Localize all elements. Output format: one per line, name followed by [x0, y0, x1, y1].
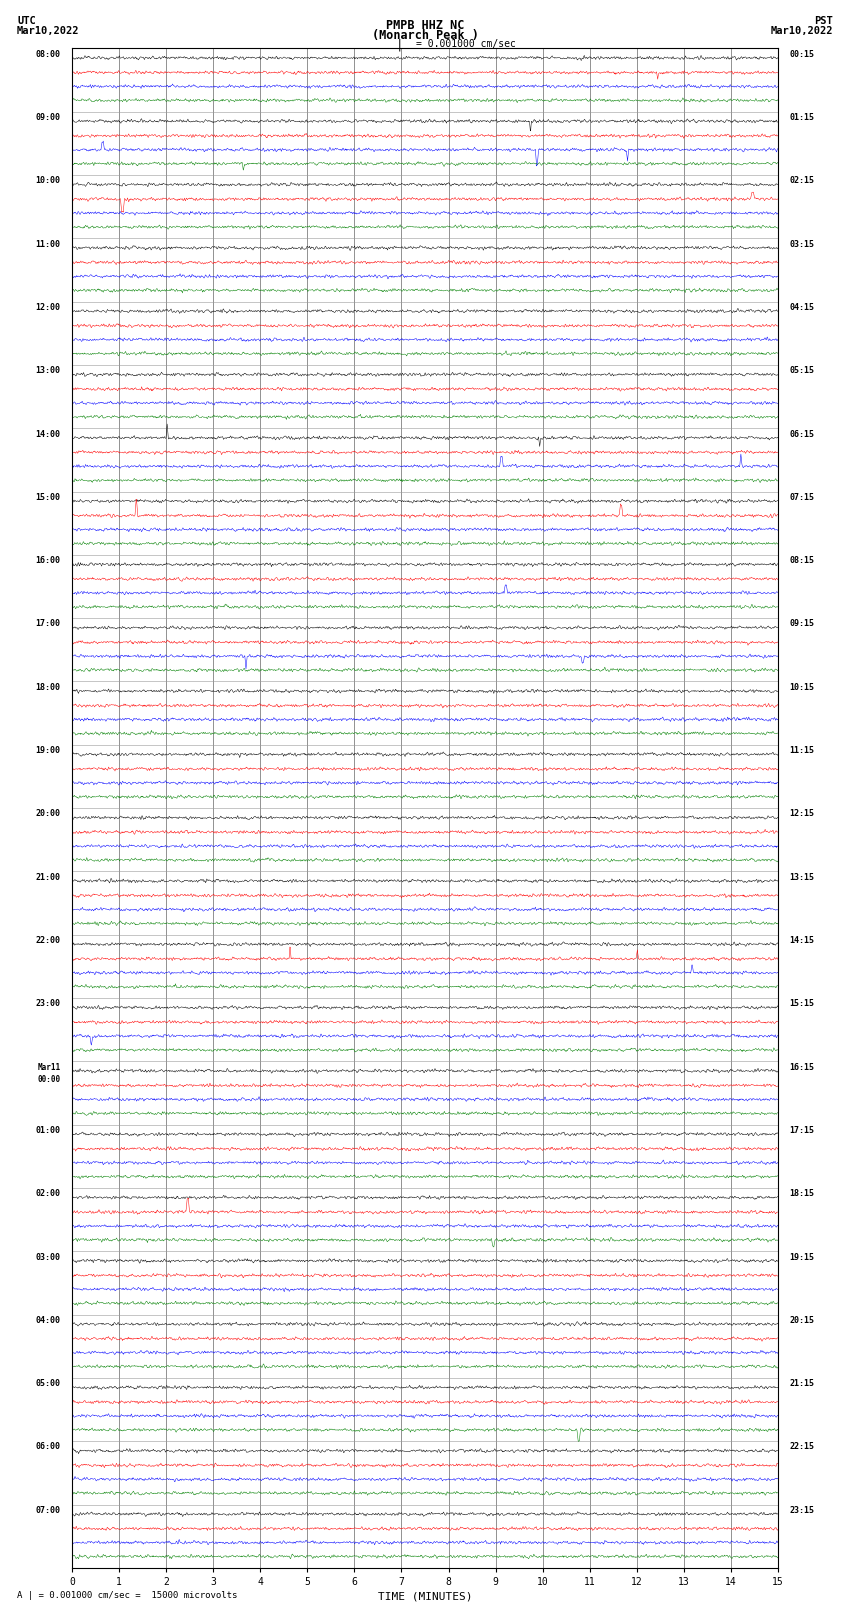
Text: 00:15: 00:15	[790, 50, 814, 58]
Text: 17:15: 17:15	[790, 1126, 814, 1136]
Text: = 0.001000 cm/sec: = 0.001000 cm/sec	[416, 39, 516, 48]
Text: 12:15: 12:15	[790, 810, 814, 818]
Text: 23:00: 23:00	[36, 1000, 60, 1008]
Text: 15:00: 15:00	[36, 494, 60, 502]
Text: 14:00: 14:00	[36, 429, 60, 439]
Text: 02:00: 02:00	[36, 1189, 60, 1198]
Text: 09:00: 09:00	[36, 113, 60, 123]
Text: 00:00: 00:00	[37, 1076, 60, 1084]
Text: 01:00: 01:00	[36, 1126, 60, 1136]
Text: 13:15: 13:15	[790, 873, 814, 882]
Text: A | = 0.001000 cm/sec =  15000 microvolts: A | = 0.001000 cm/sec = 15000 microvolts	[17, 1590, 237, 1600]
Text: 16:00: 16:00	[36, 556, 60, 565]
Text: 18:15: 18:15	[790, 1189, 814, 1198]
Text: 20:15: 20:15	[790, 1316, 814, 1324]
Text: Mar10,2022: Mar10,2022	[770, 26, 833, 35]
Text: 13:00: 13:00	[36, 366, 60, 376]
Text: 18:00: 18:00	[36, 682, 60, 692]
X-axis label: TIME (MINUTES): TIME (MINUTES)	[377, 1590, 473, 1602]
Text: 06:15: 06:15	[790, 429, 814, 439]
Text: 02:15: 02:15	[790, 176, 814, 185]
Text: 14:15: 14:15	[790, 936, 814, 945]
Text: UTC: UTC	[17, 16, 36, 26]
Text: 21:15: 21:15	[790, 1379, 814, 1389]
Text: 23:15: 23:15	[790, 1507, 814, 1515]
Text: 11:00: 11:00	[36, 240, 60, 248]
Text: 19:15: 19:15	[790, 1253, 814, 1261]
Text: 20:00: 20:00	[36, 810, 60, 818]
Text: 17:00: 17:00	[36, 619, 60, 629]
Text: 12:00: 12:00	[36, 303, 60, 311]
Text: 07:15: 07:15	[790, 494, 814, 502]
Text: 03:15: 03:15	[790, 240, 814, 248]
Text: |: |	[396, 39, 403, 52]
Text: 11:15: 11:15	[790, 747, 814, 755]
Text: 05:00: 05:00	[36, 1379, 60, 1389]
Text: Mar11: Mar11	[37, 1063, 60, 1071]
Text: 08:15: 08:15	[790, 556, 814, 565]
Text: 15:15: 15:15	[790, 1000, 814, 1008]
Text: 21:00: 21:00	[36, 873, 60, 882]
Text: 22:15: 22:15	[790, 1442, 814, 1452]
Text: 06:00: 06:00	[36, 1442, 60, 1452]
Text: 19:00: 19:00	[36, 747, 60, 755]
Text: 09:15: 09:15	[790, 619, 814, 629]
Text: 04:00: 04:00	[36, 1316, 60, 1324]
Text: Mar10,2022: Mar10,2022	[17, 26, 80, 35]
Text: PMPB HHZ NC: PMPB HHZ NC	[386, 19, 464, 32]
Text: 10:15: 10:15	[790, 682, 814, 692]
Text: 16:15: 16:15	[790, 1063, 814, 1071]
Text: 22:00: 22:00	[36, 936, 60, 945]
Text: 03:00: 03:00	[36, 1253, 60, 1261]
Text: (Monarch Peak ): (Monarch Peak )	[371, 29, 479, 42]
Text: 04:15: 04:15	[790, 303, 814, 311]
Text: 01:15: 01:15	[790, 113, 814, 123]
Text: 10:00: 10:00	[36, 176, 60, 185]
Text: 07:00: 07:00	[36, 1507, 60, 1515]
Text: 08:00: 08:00	[36, 50, 60, 58]
Text: 05:15: 05:15	[790, 366, 814, 376]
Text: PST: PST	[814, 16, 833, 26]
